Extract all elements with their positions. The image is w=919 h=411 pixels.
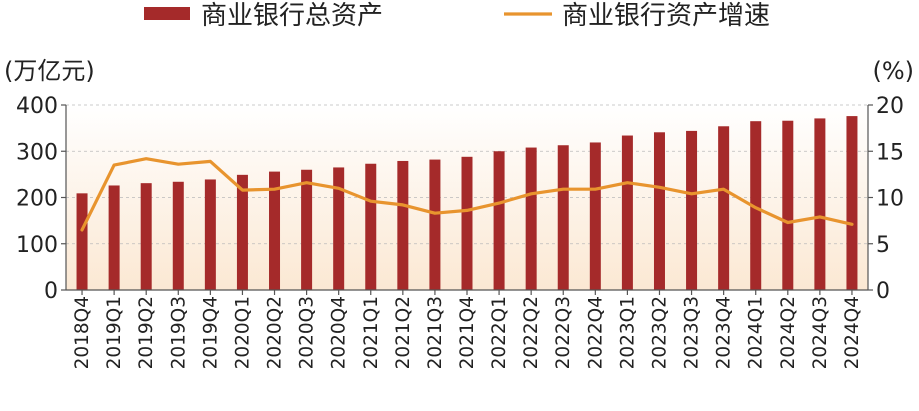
right-tick-label: 15 (876, 140, 904, 165)
x-tick-label: 2019Q4 (200, 296, 221, 369)
bar-2022Q1 (493, 151, 505, 290)
legend: 商业银行总资产 商业银行资产增速 (144, 1, 770, 31)
x-tick-label: 2023Q4 (714, 296, 735, 369)
bar-2024Q3 (814, 118, 826, 290)
x-tick-label: 2023Q2 (649, 296, 670, 369)
bar-2020Q1 (236, 174, 248, 290)
left-tick-label: 100 (16, 233, 58, 258)
bar-2018Q4 (76, 193, 88, 290)
x-tick-label: 2023Q1 (617, 296, 638, 369)
x-tick-label: 2022Q2 (521, 296, 542, 369)
growth-line (80, 157, 854, 232)
x-tick-label: 2020Q1 (232, 296, 253, 369)
x-tick-label: 2023Q3 (682, 296, 703, 369)
left-tick-label: 300 (16, 140, 58, 165)
bar-2023Q2 (653, 132, 665, 290)
x-tick-label: 2021Q1 (361, 296, 382, 369)
x-tick-label: 2020Q3 (297, 296, 318, 369)
bar-2021Q4 (461, 156, 473, 290)
x-tick-label: 2018Q4 (72, 296, 93, 369)
bar-2022Q3 (557, 145, 569, 290)
left-tick-label: 400 (16, 94, 58, 119)
bar-2019Q4 (204, 179, 216, 290)
bar-2021Q1 (365, 163, 377, 290)
x-tick-label: 2022Q1 (489, 296, 510, 369)
bar-2019Q1 (108, 185, 120, 290)
x-tick-label: 2019Q1 (104, 296, 125, 369)
bar-2023Q3 (686, 130, 698, 290)
x-tick-label: 2024Q2 (778, 296, 799, 369)
bar-2021Q3 (429, 159, 441, 290)
bar-series (76, 116, 858, 291)
x-tick-label: 2024Q3 (810, 296, 831, 369)
legend-bar-label: 商业银行总资产 (201, 1, 383, 31)
right-axis-unit: (%) (872, 57, 914, 85)
bar-2019Q2 (140, 183, 152, 290)
bar-2021Q2 (397, 160, 409, 290)
x-tick-label: 2024Q4 (842, 296, 863, 369)
x-tick-label: 2024Q1 (746, 296, 767, 369)
bar-2020Q4 (333, 167, 345, 290)
x-tick-label: 2022Q3 (553, 296, 574, 369)
right-tick-label: 20 (876, 94, 904, 119)
bar-2024Q2 (782, 120, 794, 290)
right-tick-label: 0 (876, 279, 890, 304)
x-tick-label: 2021Q3 (425, 296, 446, 369)
legend-line-label: 商业银行资产增速 (562, 1, 770, 31)
bar-2024Q4 (846, 116, 858, 290)
legend-bar-swatch (144, 7, 190, 20)
bar-2022Q2 (525, 147, 537, 290)
bar-2023Q1 (621, 135, 633, 290)
x-tick-label: 2022Q4 (585, 296, 606, 369)
line-series (80, 157, 854, 232)
x-tick-label: 2019Q2 (136, 296, 157, 369)
x-axis-ticks: 2018Q4 2019Q1 2019Q2 2019Q3 2019Q4 2020Q1 2020… (72, 290, 863, 369)
right-tick-label: 5 (876, 233, 890, 258)
bar-2020Q3 (301, 169, 313, 290)
bar-2022Q4 (589, 142, 601, 290)
left-tick-label: 200 (16, 187, 58, 212)
bar-2024Q1 (750, 121, 762, 290)
x-tick-label: 2020Q4 (329, 296, 350, 369)
x-tick-label: 2021Q2 (393, 296, 414, 369)
right-tick-label: 10 (876, 187, 904, 212)
bar-2019Q3 (172, 181, 184, 290)
x-tick-label: 2021Q4 (457, 296, 478, 369)
left-axis-ticks: 0 100 200 300 400 (16, 94, 66, 304)
left-axis-unit: (万亿元) (4, 57, 95, 85)
bar-2023Q4 (718, 126, 730, 291)
right-axis-ticks: 0 5 10 15 20 (868, 94, 904, 304)
x-tick-label: 2019Q3 (168, 296, 189, 369)
left-tick-label: 0 (44, 279, 58, 304)
bar-2020Q2 (269, 171, 281, 290)
grid-lines (66, 104, 868, 245)
x-tick-label: 2020Q2 (265, 296, 286, 369)
